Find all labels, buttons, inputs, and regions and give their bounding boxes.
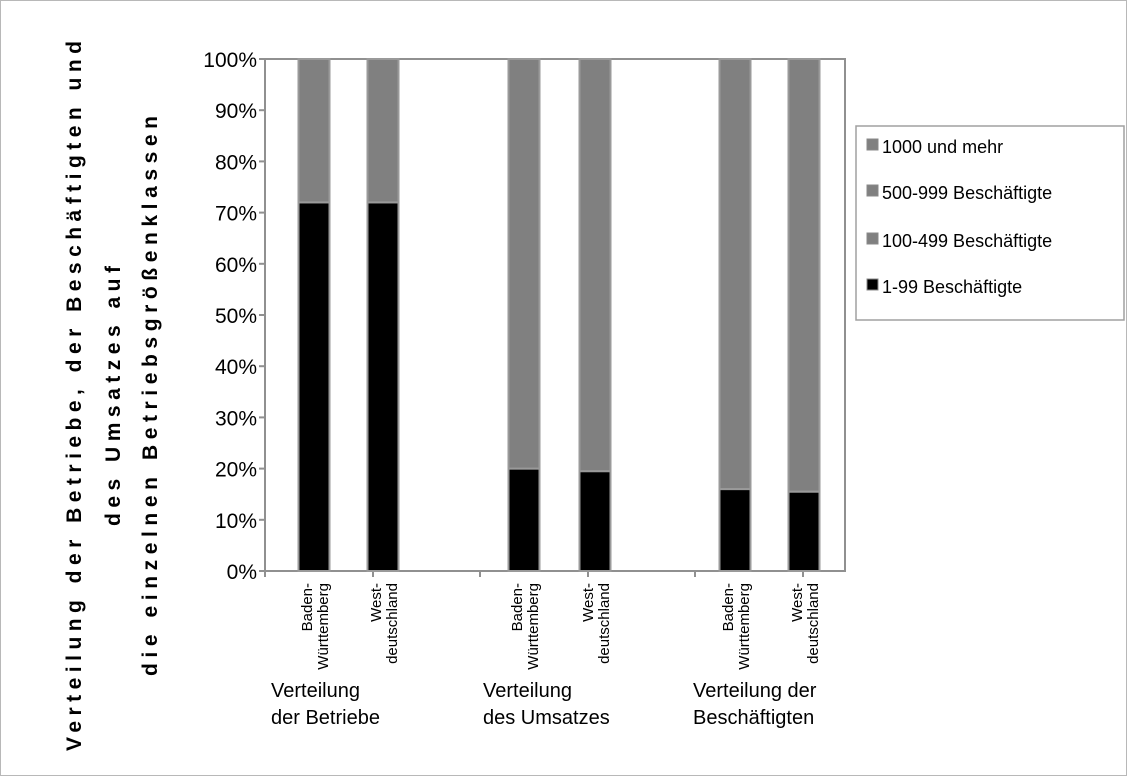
legend-label: 500-999 Beschäftigte [882, 183, 1052, 203]
plot-area [264, 58, 846, 572]
y-tick-label: 50% [215, 305, 257, 328]
legend-swatch [866, 138, 879, 151]
legend-box [855, 125, 1125, 321]
y-tick-label: 70% [215, 203, 257, 226]
category-label: Baden-Württemberg [720, 583, 753, 670]
bar-segment [297, 58, 331, 204]
category-label-line: Württemberg [736, 583, 753, 670]
group-label: Beschäftigten [693, 707, 814, 729]
legend-swatch [866, 184, 879, 197]
category-label-line: deutschland [384, 583, 401, 664]
y-tick-label: 30% [215, 407, 257, 430]
y-tick-label: 90% [215, 100, 257, 123]
y-tick-label: 10% [215, 510, 257, 533]
bar-segment [787, 490, 821, 573]
bar-segment [718, 488, 752, 572]
group-label: Verteilung der [693, 680, 817, 702]
bar-segment [507, 467, 541, 573]
bar-segment [366, 201, 400, 573]
category-label: West-deutschland [580, 583, 613, 664]
category-label-line: Baden- [509, 583, 526, 631]
bar-segment [578, 58, 612, 473]
group-label: des Umsatzes [483, 707, 610, 729]
category-label: Baden-Württemberg [509, 583, 542, 670]
bar-segment [297, 201, 331, 573]
y-tick-label: 20% [215, 459, 257, 482]
legend-label: 1-99 Beschäftigte [882, 277, 1022, 297]
category-label-line: West- [789, 583, 806, 622]
category-label: West-deutschland [368, 583, 401, 664]
category-label-line: Württemberg [525, 583, 542, 670]
y-tick-label: 100% [203, 49, 257, 72]
y-tick-label: 80% [215, 151, 257, 174]
y-axis-title-line: die einzelnen Betriebsgrößenklassen [139, 116, 162, 676]
y-tick-label: 0% [227, 561, 257, 584]
group-label: Verteilung [483, 680, 572, 702]
category-label-line: Baden- [299, 583, 316, 631]
bar-segment [507, 58, 541, 470]
legend-swatch [866, 278, 879, 291]
legend-swatch [866, 232, 879, 245]
category-label-line: deutschland [805, 583, 822, 664]
category-label-line: Baden- [720, 583, 737, 631]
category-label-line: deutschland [596, 583, 613, 664]
bar-segment [578, 470, 612, 572]
y-axis-title-line: des Umsatzes auf [102, 265, 125, 526]
category-label: Baden-Württemberg [299, 583, 332, 670]
y-tick-label: 40% [215, 356, 257, 379]
bar-segment [718, 58, 752, 491]
bar-segment [787, 58, 821, 493]
category-label-line: Württemberg [315, 583, 332, 670]
category-label: West-deutschland [789, 583, 822, 664]
category-label-line: West- [368, 583, 385, 622]
category-label-line: West- [580, 583, 597, 622]
group-label: Verteilung [271, 680, 360, 702]
bar-segment [366, 58, 400, 204]
legend-label: 100-499 Beschäftigte [882, 231, 1052, 251]
y-tick-label: 60% [215, 254, 257, 277]
group-label: der Betriebe [271, 707, 380, 729]
y-axis-title-line: Verteilung der Betriebe, der Beschäftigt… [63, 41, 86, 751]
legend-label: 1000 und mehr [882, 137, 1003, 157]
